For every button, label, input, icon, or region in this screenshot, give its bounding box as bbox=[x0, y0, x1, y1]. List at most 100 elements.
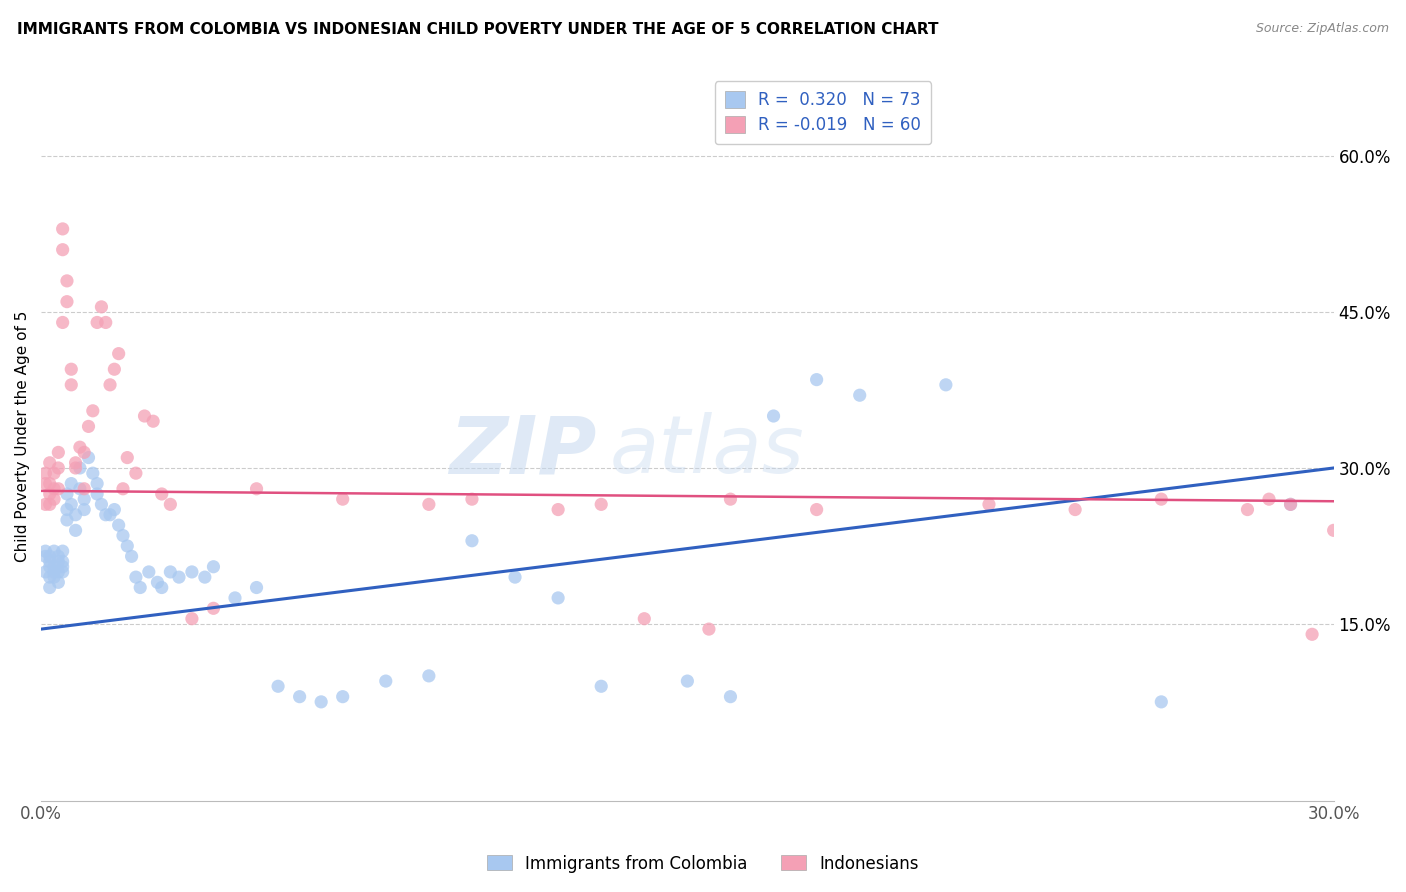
Point bbox=[134, 409, 156, 423]
Point bbox=[117, 450, 139, 465]
Point bbox=[125, 570, 148, 584]
Point bbox=[56, 502, 79, 516]
Point bbox=[288, 690, 311, 704]
Point bbox=[42, 559, 65, 574]
Point bbox=[1279, 497, 1302, 511]
Point bbox=[224, 591, 246, 605]
Point bbox=[591, 679, 613, 693]
Point bbox=[38, 559, 60, 574]
Point bbox=[56, 513, 79, 527]
Point bbox=[65, 456, 87, 470]
Point bbox=[720, 690, 742, 704]
Y-axis label: Child Poverty Under the Age of 5: Child Poverty Under the Age of 5 bbox=[15, 311, 30, 563]
Point bbox=[73, 492, 96, 507]
Point bbox=[94, 508, 117, 522]
Point bbox=[267, 679, 290, 693]
Point bbox=[69, 440, 91, 454]
Point bbox=[90, 497, 112, 511]
Point bbox=[121, 549, 143, 564]
Point bbox=[90, 300, 112, 314]
Point bbox=[34, 497, 56, 511]
Point bbox=[52, 559, 75, 574]
Point bbox=[111, 528, 134, 542]
Point bbox=[86, 487, 108, 501]
Point bbox=[374, 674, 396, 689]
Point bbox=[547, 502, 569, 516]
Point bbox=[503, 570, 526, 584]
Point bbox=[1150, 695, 1173, 709]
Point bbox=[38, 581, 60, 595]
Point bbox=[42, 466, 65, 480]
Point bbox=[56, 274, 79, 288]
Point bbox=[98, 377, 121, 392]
Point bbox=[52, 544, 75, 558]
Point bbox=[591, 497, 613, 511]
Point bbox=[38, 570, 60, 584]
Point bbox=[52, 315, 75, 329]
Point bbox=[461, 492, 484, 507]
Point bbox=[56, 294, 79, 309]
Point bbox=[194, 570, 217, 584]
Point bbox=[73, 482, 96, 496]
Point bbox=[42, 482, 65, 496]
Point bbox=[309, 695, 332, 709]
Point bbox=[77, 450, 100, 465]
Point bbox=[69, 482, 91, 496]
Point bbox=[82, 466, 104, 480]
Point bbox=[34, 565, 56, 579]
Point bbox=[547, 591, 569, 605]
Point bbox=[34, 476, 56, 491]
Point bbox=[46, 461, 69, 475]
Point bbox=[38, 497, 60, 511]
Point bbox=[1301, 627, 1323, 641]
Point bbox=[146, 575, 169, 590]
Legend: Immigrants from Colombia, Indonesians: Immigrants from Colombia, Indonesians bbox=[481, 848, 925, 880]
Point bbox=[461, 533, 484, 548]
Point bbox=[848, 388, 870, 402]
Point bbox=[245, 581, 267, 595]
Point bbox=[65, 461, 87, 475]
Point bbox=[69, 461, 91, 475]
Point bbox=[73, 445, 96, 459]
Point bbox=[935, 377, 957, 392]
Point bbox=[159, 565, 181, 579]
Point bbox=[42, 492, 65, 507]
Point bbox=[73, 502, 96, 516]
Point bbox=[65, 524, 87, 538]
Point bbox=[1150, 492, 1173, 507]
Point bbox=[94, 315, 117, 329]
Point bbox=[977, 497, 1000, 511]
Point bbox=[762, 409, 785, 423]
Point bbox=[1323, 524, 1346, 538]
Point bbox=[180, 565, 202, 579]
Point bbox=[1279, 497, 1302, 511]
Point bbox=[202, 559, 225, 574]
Point bbox=[150, 581, 173, 595]
Point bbox=[142, 414, 165, 428]
Point bbox=[38, 456, 60, 470]
Point bbox=[720, 492, 742, 507]
Point bbox=[86, 315, 108, 329]
Point bbox=[42, 565, 65, 579]
Point bbox=[180, 612, 202, 626]
Point bbox=[52, 222, 75, 236]
Point bbox=[150, 487, 173, 501]
Point bbox=[60, 377, 83, 392]
Point bbox=[42, 570, 65, 584]
Point bbox=[46, 565, 69, 579]
Text: ZIP: ZIP bbox=[450, 412, 598, 491]
Point bbox=[46, 482, 69, 496]
Point bbox=[418, 497, 440, 511]
Point bbox=[52, 243, 75, 257]
Point bbox=[107, 346, 129, 360]
Point bbox=[42, 544, 65, 558]
Text: atlas: atlas bbox=[610, 412, 804, 491]
Point bbox=[60, 497, 83, 511]
Point bbox=[60, 362, 83, 376]
Point bbox=[77, 419, 100, 434]
Point bbox=[676, 674, 699, 689]
Point bbox=[1258, 492, 1281, 507]
Point bbox=[159, 497, 181, 511]
Point bbox=[46, 555, 69, 569]
Point bbox=[129, 581, 152, 595]
